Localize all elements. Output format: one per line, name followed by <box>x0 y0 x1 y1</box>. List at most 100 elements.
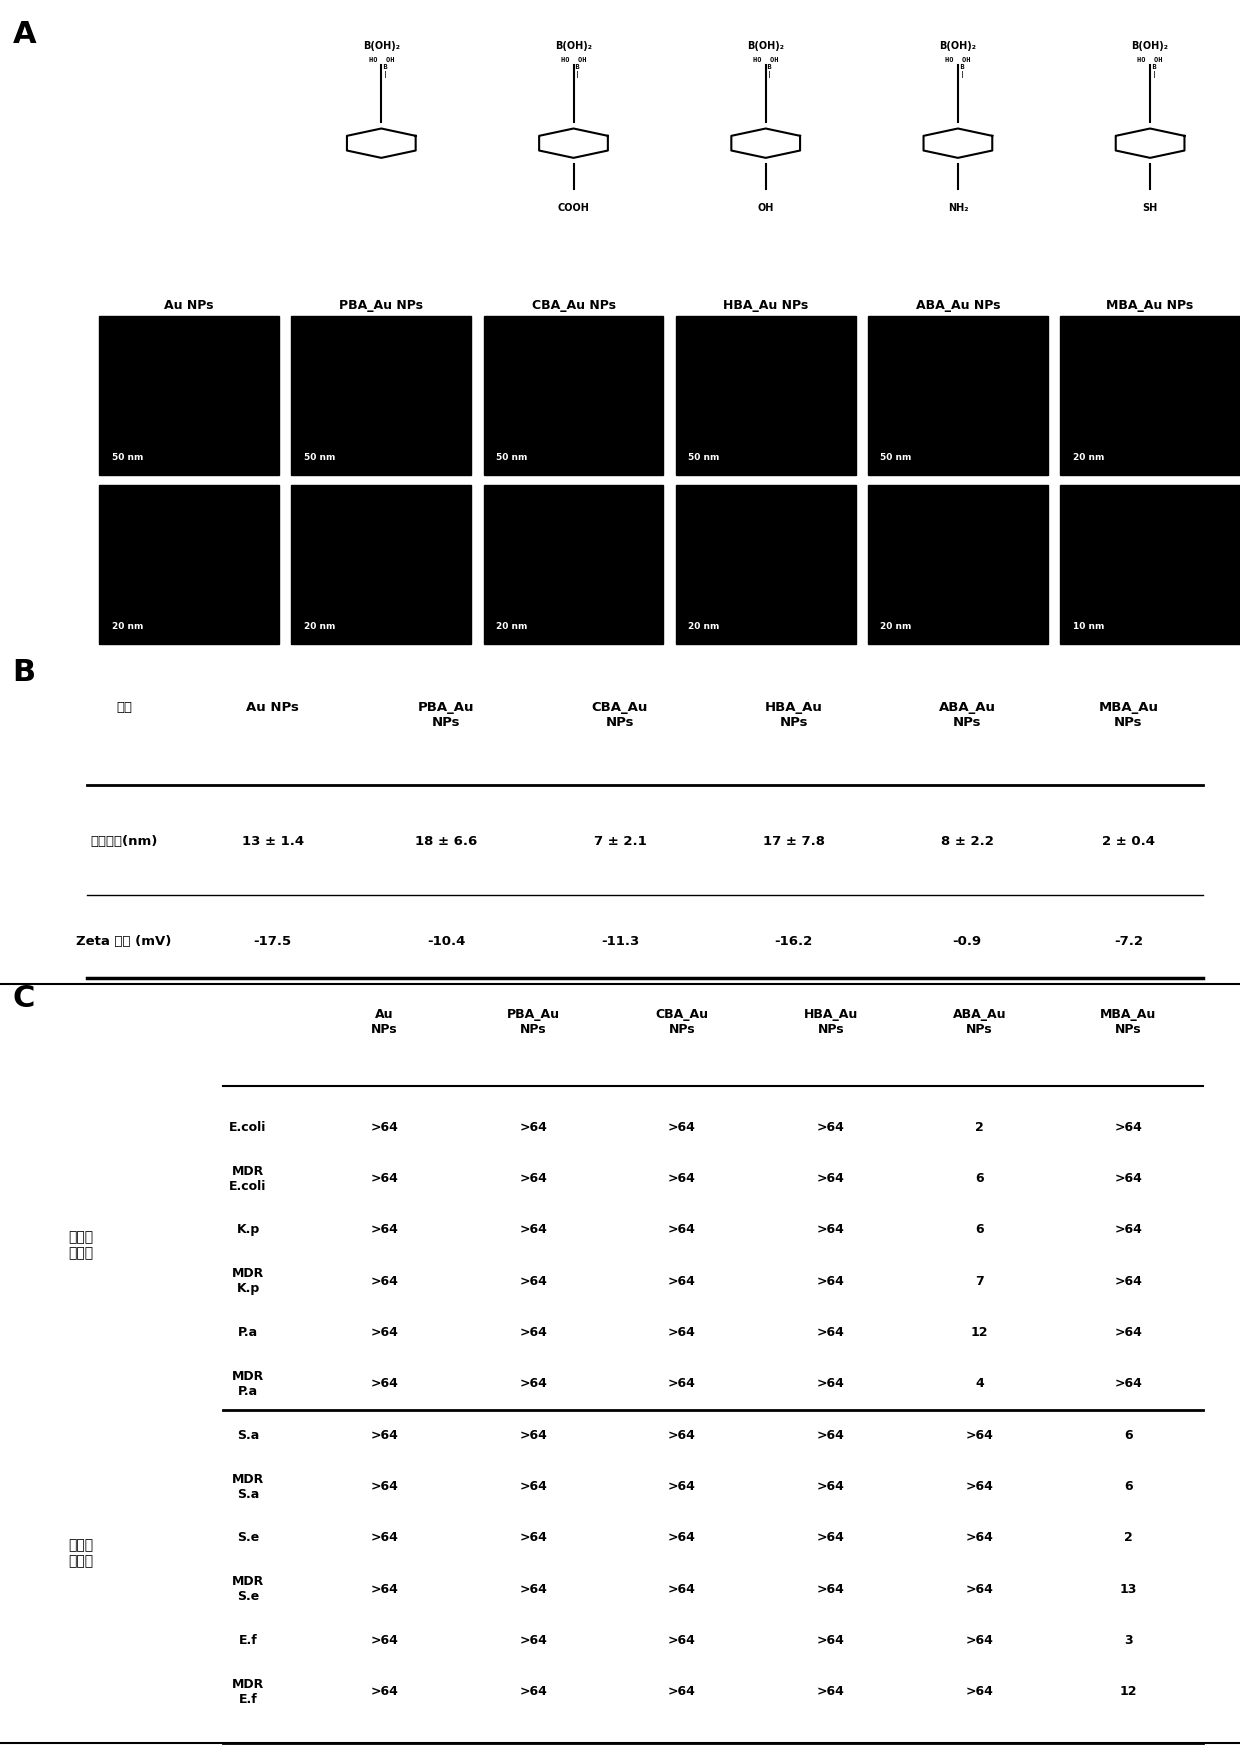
Text: 4: 4 <box>975 1377 985 1390</box>
Text: 20 nm: 20 nm <box>688 623 719 631</box>
Text: >64: >64 <box>817 1583 844 1595</box>
Text: HO  OH
  B
  |: HO OH B | <box>945 56 971 77</box>
Text: >64: >64 <box>520 1479 547 1493</box>
Text: >64: >64 <box>668 1428 696 1442</box>
Text: SH: SH <box>1142 204 1158 213</box>
Text: S.e: S.e <box>237 1532 259 1544</box>
Text: Au NPs: Au NPs <box>247 700 299 714</box>
Text: >64: >64 <box>817 1171 844 1186</box>
Text: HO  OH
  B
  |: HO OH B | <box>368 56 394 77</box>
Text: MDR
P.a: MDR P.a <box>232 1370 264 1398</box>
Text: P.a: P.a <box>238 1326 258 1339</box>
Text: CBA_Au
NPs: CBA_Au NPs <box>656 1008 708 1036</box>
Text: B: B <box>12 658 36 686</box>
Text: Au
NPs: Au NPs <box>371 1008 398 1036</box>
Text: HO  OH
  B
  |: HO OH B | <box>753 56 779 77</box>
Text: 20 nm: 20 nm <box>1073 454 1104 463</box>
Text: 50 nm: 50 nm <box>496 454 527 463</box>
Text: -7.2: -7.2 <box>1114 936 1143 948</box>
Text: >64: >64 <box>817 1479 844 1493</box>
Text: COOH: COOH <box>558 204 589 213</box>
Text: >64: >64 <box>668 1583 696 1595</box>
Text: CBA_Au
NPs: CBA_Au NPs <box>591 700 649 728</box>
Text: >64: >64 <box>1115 1171 1142 1186</box>
Text: HBA_Au
NPs: HBA_Au NPs <box>804 1008 858 1036</box>
Text: 50 nm: 50 nm <box>880 454 911 463</box>
Text: >64: >64 <box>371 1479 398 1493</box>
Text: ABA_Au
NPs: ABA_Au NPs <box>952 1008 1007 1036</box>
Text: 12: 12 <box>971 1326 988 1339</box>
Text: >64: >64 <box>520 1685 547 1699</box>
Text: >64: >64 <box>817 1685 844 1699</box>
Text: >64: >64 <box>668 1275 696 1288</box>
Text: HBA_Au NPs: HBA_Au NPs <box>723 299 808 313</box>
Text: >64: >64 <box>520 1223 547 1237</box>
Text: >64: >64 <box>1115 1223 1142 1237</box>
Text: E.coli: E.coli <box>229 1120 267 1133</box>
Text: 50 nm: 50 nm <box>688 454 719 463</box>
Text: -17.5: -17.5 <box>254 936 291 948</box>
Text: >64: >64 <box>371 1428 398 1442</box>
Text: 2: 2 <box>1123 1532 1133 1544</box>
Text: PBA_Au
NPs: PBA_Au NPs <box>507 1008 559 1036</box>
Text: >64: >64 <box>668 1532 696 1544</box>
Text: >64: >64 <box>371 1634 398 1646</box>
Text: 平均直径(nm): 平均直径(nm) <box>91 836 157 848</box>
Text: 材料: 材料 <box>117 700 131 714</box>
Text: >64: >64 <box>520 1634 547 1646</box>
Text: >64: >64 <box>668 1685 696 1699</box>
Text: >64: >64 <box>817 1326 844 1339</box>
Text: >64: >64 <box>817 1532 844 1544</box>
Text: >64: >64 <box>817 1275 844 1288</box>
Text: 17 ± 7.8: 17 ± 7.8 <box>763 836 825 848</box>
Text: >64: >64 <box>371 1223 398 1237</box>
Text: >64: >64 <box>668 1223 696 1237</box>
Text: MDR
S.e: MDR S.e <box>232 1576 264 1602</box>
Text: >64: >64 <box>371 1326 398 1339</box>
Text: 2: 2 <box>975 1120 985 1133</box>
Text: 6: 6 <box>976 1171 983 1186</box>
Text: >64: >64 <box>668 1171 696 1186</box>
Text: MBA_Au
NPs: MBA_Au NPs <box>1099 700 1158 728</box>
Text: >64: >64 <box>520 1428 547 1442</box>
Text: ABA_Au
NPs: ABA_Au NPs <box>939 700 996 728</box>
Text: MBA_Au NPs: MBA_Au NPs <box>1106 299 1194 313</box>
Text: 12: 12 <box>1120 1685 1137 1699</box>
Text: HO  OH
  B
  |: HO OH B | <box>1137 56 1163 77</box>
Text: S.a: S.a <box>237 1428 259 1442</box>
Text: >64: >64 <box>520 1532 547 1544</box>
Text: PBA_Au NPs: PBA_Au NPs <box>340 299 423 313</box>
Text: Au NPs: Au NPs <box>165 299 213 313</box>
Text: MDR
E.f: MDR E.f <box>232 1678 264 1706</box>
Text: >64: >64 <box>520 1583 547 1595</box>
Text: NH₂: NH₂ <box>947 204 968 213</box>
Text: HBA_Au
NPs: HBA_Au NPs <box>765 700 822 728</box>
Text: 3: 3 <box>1125 1634 1132 1646</box>
Text: -16.2: -16.2 <box>775 936 812 948</box>
Text: >64: >64 <box>371 1583 398 1595</box>
Text: >64: >64 <box>520 1171 547 1186</box>
Text: B(OH)₂: B(OH)₂ <box>556 40 591 51</box>
Text: >64: >64 <box>966 1428 993 1442</box>
Text: MDR
S.a: MDR S.a <box>232 1472 264 1500</box>
Text: 13: 13 <box>1120 1583 1137 1595</box>
Text: >64: >64 <box>520 1377 547 1390</box>
Text: HO  OH
  B
  |: HO OH B | <box>560 56 587 77</box>
Text: >64: >64 <box>668 1377 696 1390</box>
Text: >64: >64 <box>966 1634 993 1646</box>
Text: 革兰氏
阴性菌: 革兰氏 阴性菌 <box>68 1230 93 1261</box>
Text: 20 nm: 20 nm <box>112 623 143 631</box>
Text: >64: >64 <box>668 1634 696 1646</box>
Text: >64: >64 <box>371 1685 398 1699</box>
Text: K.p: K.p <box>237 1223 259 1237</box>
Text: -10.4: -10.4 <box>428 936 465 948</box>
Text: >64: >64 <box>966 1685 993 1699</box>
Text: 50 nm: 50 nm <box>304 454 335 463</box>
Text: >64: >64 <box>1115 1275 1142 1288</box>
Text: MDR
E.coli: MDR E.coli <box>229 1164 267 1193</box>
Text: 18 ± 6.6: 18 ± 6.6 <box>415 836 477 848</box>
Text: >64: >64 <box>966 1583 993 1595</box>
Text: 6: 6 <box>1125 1428 1132 1442</box>
Text: 革兰氏
阳性菌: 革兰氏 阳性菌 <box>68 1539 93 1569</box>
Text: B(OH)₂: B(OH)₂ <box>748 40 784 51</box>
